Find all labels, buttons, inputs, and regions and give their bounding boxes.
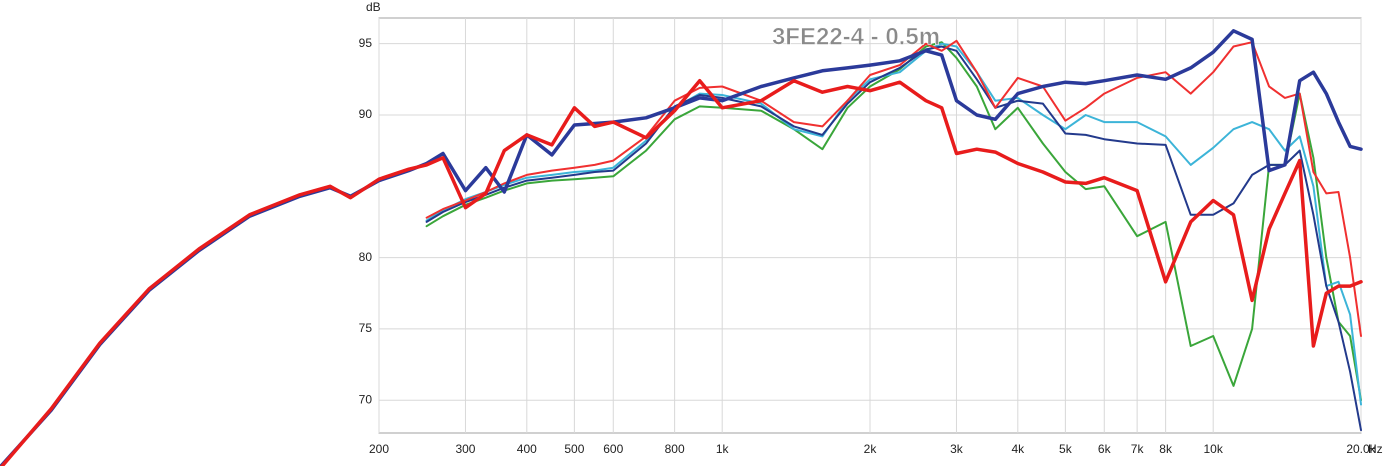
x-tick-label: 400 [517, 442, 537, 456]
y-tick-label: 90 [359, 107, 373, 121]
response-curve [425, 39, 1362, 337]
x-tick-label: 200 [369, 442, 389, 456]
x-tick-label: 7k [1131, 442, 1145, 456]
x-tick-label: 3k [950, 442, 964, 456]
x-tick-label: 2k [864, 442, 878, 456]
x-tick-label: 800 [665, 442, 685, 456]
x-tick-label: 1k [716, 442, 730, 456]
x-tick-label: 6k [1098, 442, 1112, 456]
y-tick-label: 70 [359, 392, 373, 406]
response-curve [0, 78, 1363, 466]
chart-title: 3FE22-4 - 0.5m [772, 23, 940, 50]
x-tick-label: 8k [1159, 442, 1173, 456]
x-tick-label: 20.0k [1346, 442, 1376, 456]
x-tick-label: 600 [603, 442, 623, 456]
x-tick-label: 10k [1204, 442, 1224, 456]
x-tick-label: 300 [455, 442, 475, 456]
x-tick-label: 5k [1059, 442, 1073, 456]
y-axis-label: dB [366, 0, 381, 14]
y-tick-label: 95 [359, 36, 373, 50]
y-tick-label: 75 [359, 321, 373, 335]
x-tick-label: 500 [564, 442, 584, 456]
x-axis-label: Hz [1368, 442, 1383, 456]
response-curve [425, 41, 1362, 402]
y-tick-label: 80 [359, 250, 373, 264]
x-tick-label: 4k [1011, 442, 1025, 456]
response-curve [425, 45, 1362, 432]
